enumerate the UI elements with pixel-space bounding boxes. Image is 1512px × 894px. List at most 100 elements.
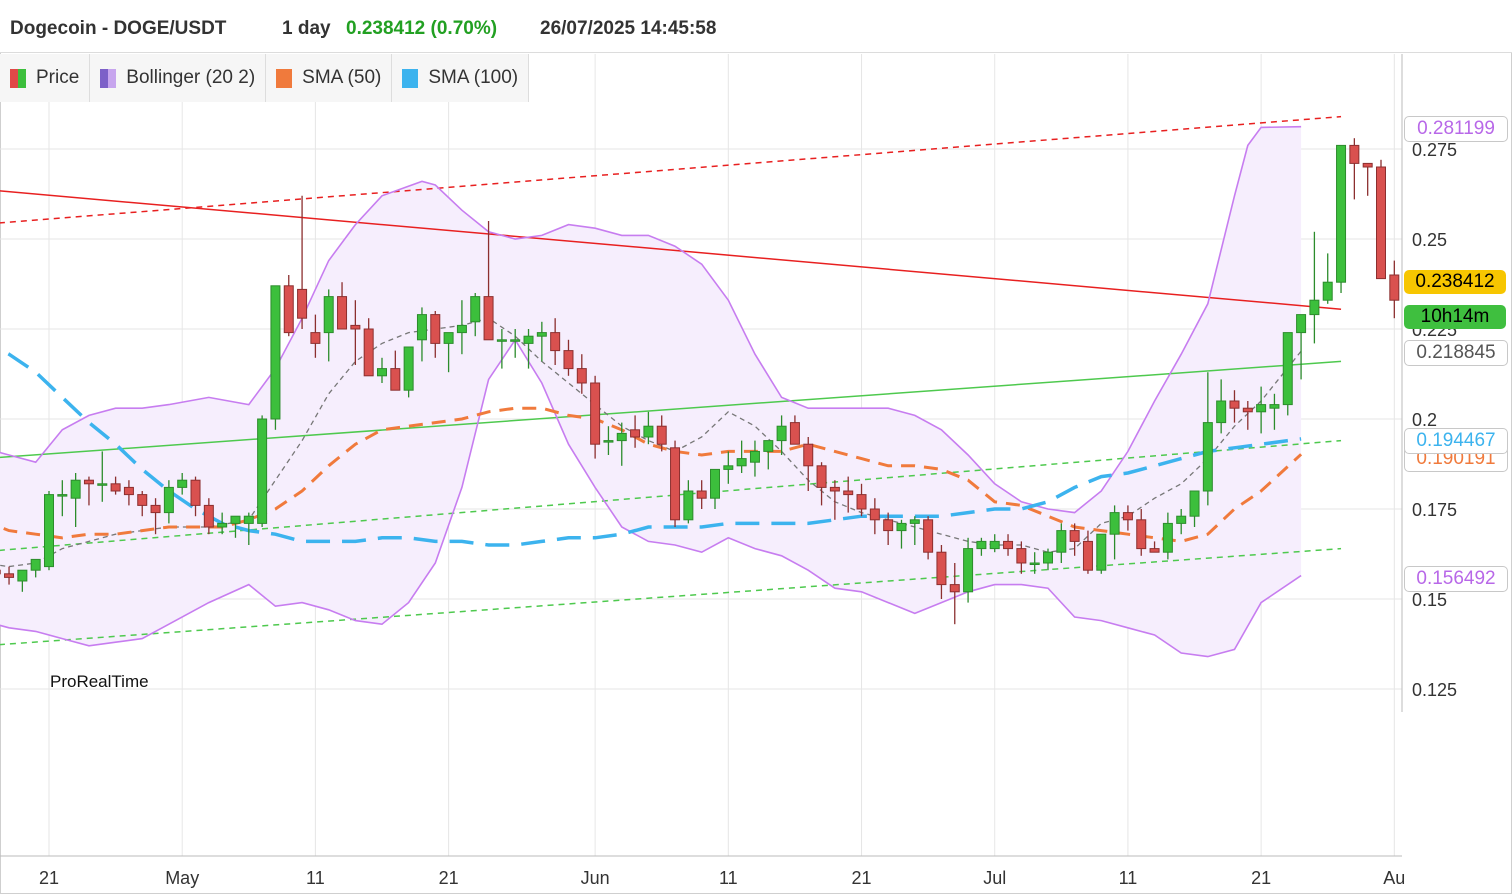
candle [1082,530,1093,574]
candle-body [710,468,720,499]
candle [1362,162,1373,196]
candle-body [363,328,374,377]
candle-body [430,314,441,344]
sma100-tag: 0.194467 [1404,428,1508,454]
legend-label: Price [36,67,80,88]
candle-body [1003,540,1014,550]
candle [97,451,108,502]
x-tick-label: Jul [983,868,1006,888]
candle-body [856,494,867,510]
candle-body [523,335,534,344]
candle-body [416,314,427,341]
y-tick-label: 0.125 [1412,680,1457,700]
candle-body [536,332,547,337]
candle-body [297,288,308,319]
candle [1256,386,1267,434]
candle [44,491,54,571]
candle [563,339,574,376]
bb-lower-tag: 0.156492 [1404,566,1508,592]
x-tick-label: 21 [39,868,59,888]
candle [483,221,494,341]
y-tick-label: 0.275 [1412,140,1457,160]
bollinger-upper-line [0,125,1302,514]
candle [776,415,787,455]
legend-item[interactable]: SMA (100) [392,54,530,102]
candle [470,293,481,337]
candle [1349,138,1360,200]
candle [443,332,454,373]
instrument-title[interactable]: Dogecoin - DOGE/USDT [10,18,227,39]
candle-body [456,324,467,334]
candle [643,411,654,445]
candle-body [696,490,707,499]
legend-item[interactable]: Price [0,54,91,102]
candle-body [803,443,814,467]
candle-body [749,450,760,463]
candle [949,563,960,625]
candle-body [616,432,627,442]
last-price-tag: 0.238412 [1404,270,1506,294]
candle-body [496,339,507,342]
candle-body [563,350,574,370]
candle-body [816,465,827,488]
candle [430,311,441,358]
legend-label: Bollinger (20 2) [126,67,256,88]
candle-body [44,494,54,568]
candle [710,468,720,509]
candle-body [1376,166,1386,280]
candle [590,375,601,459]
candle-body [1336,144,1347,283]
candle [1029,552,1040,574]
legend-item[interactable]: SMA (50) [266,54,393,102]
candle [257,415,268,527]
candle [337,282,348,330]
x-axis-labels: 21 May 11 21 Jun 11 21 Jul 11 21 Au [39,868,1405,888]
candle-body [1296,314,1307,334]
x-tick-label: 11 [306,868,325,888]
candle-body [576,368,587,384]
candle [843,476,854,513]
candle-body [1029,562,1040,565]
candle [203,498,214,535]
plot-area [0,115,1400,658]
candle [1189,490,1200,527]
candle [1136,509,1147,556]
candle-body [1056,530,1067,553]
candle [323,289,334,362]
candle [163,480,174,524]
legend-item[interactable]: Bollinger (20 2) [90,54,267,102]
candle [1003,534,1014,556]
chart-header: Dogecoin - DOGE/USDT 1 day 0.238412 (0.7… [0,0,1512,53]
candle-body [30,558,41,571]
candle-body [483,296,494,341]
interval-label[interactable]: 1 day [282,18,331,39]
legend-label: SMA (50) [302,67,382,88]
candle-body [270,285,281,420]
candle [883,512,894,545]
candle [416,307,427,362]
candle [1176,509,1187,535]
timestamp: 26/07/2025 14:45:58 [540,18,717,39]
candle-body [670,447,681,521]
candle-body [350,324,361,330]
candle [1069,523,1080,556]
candle [230,515,241,538]
legend-swatch [276,68,293,88]
candle [670,440,681,527]
x-tick-label: May [165,868,199,888]
candle-body [123,486,134,496]
x-tick-label: 21 [439,868,459,888]
candle-body [137,494,148,506]
channel-top-line [0,115,1342,224]
candle-body [150,504,161,514]
candle [4,566,15,585]
candle-body [257,418,268,524]
candle [550,318,561,365]
candle [696,480,707,509]
candle [1282,332,1293,416]
candle-body [869,508,880,521]
candle [83,476,94,506]
candle [976,537,987,556]
